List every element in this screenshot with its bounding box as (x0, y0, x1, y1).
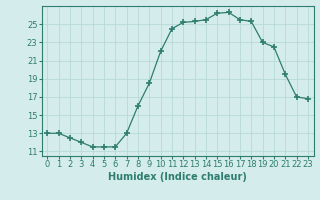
X-axis label: Humidex (Indice chaleur): Humidex (Indice chaleur) (108, 172, 247, 182)
